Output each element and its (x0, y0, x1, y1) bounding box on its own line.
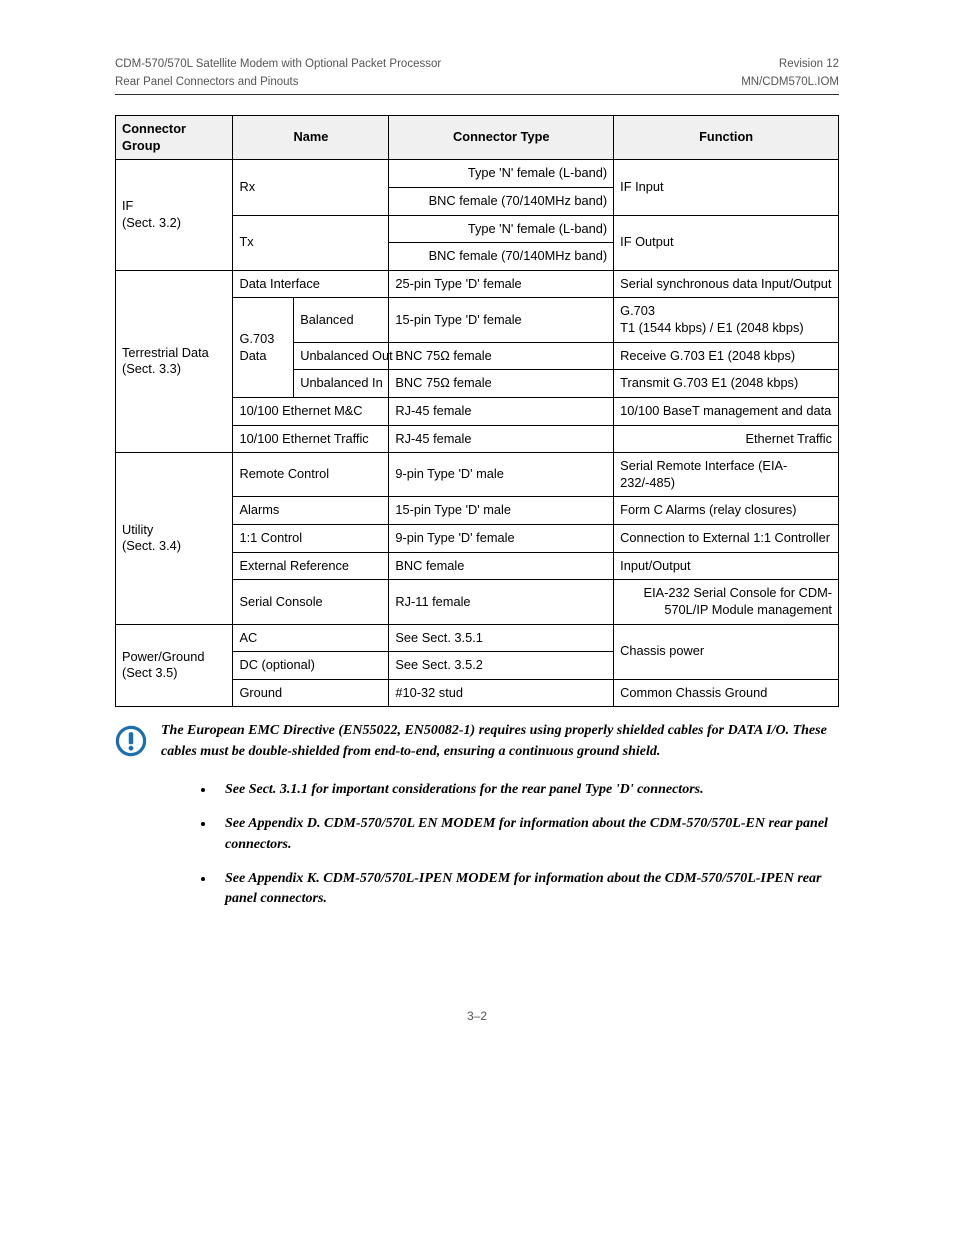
cell-rx: Rx (233, 160, 389, 215)
header-right-2: MN/CDM570L.IOM (741, 76, 839, 88)
cell-rx-type-n: Type 'N' female (L-band) (389, 160, 614, 188)
cell-tx-type-bnc: BNC female (70/140MHz band) (389, 243, 614, 271)
cell-group-if: IF (Sect. 3.2) (116, 160, 233, 271)
cell-group-pwr: Power/Ground (Sect 3.5) (116, 624, 233, 707)
cell-group-terr: Terrestrial Data (Sect. 3.3) (116, 270, 233, 452)
header-rule (115, 94, 839, 95)
cell-alarms: Alarms (233, 497, 389, 525)
cell-g703: G.703 Data (233, 298, 294, 398)
cell-1-1: 1:1 Control (233, 525, 389, 553)
table-row: Power/Ground (Sect 3.5) AC See Sect. 3.5… (116, 624, 839, 652)
cell-group-util: Utility (Sect. 3.4) (116, 453, 233, 624)
cell-eth-tr: 10/100 Ethernet Traffic (233, 425, 389, 453)
header-line-2: Rear Panel Connectors and Pinouts MN/CDM… (115, 76, 839, 88)
cell-console-func: EIA-232 Serial Console for CDM-570L/IP M… (614, 580, 839, 624)
cell-dc-type: See Sect. 3.5.2 (389, 652, 614, 680)
cell-dc: DC (optional) (233, 652, 389, 680)
table-row: Terrestrial Data (Sect. 3.3) Data Interf… (116, 270, 839, 298)
th-type: Connector Type (389, 116, 614, 160)
header-left-2: Rear Panel Connectors and Pinouts (115, 76, 298, 88)
cell-g703-uo-func: Receive G.703 E1 (2048 kbps) (614, 342, 839, 370)
header-right-1: Revision 12 (779, 58, 839, 70)
cell-1-1-type: 9-pin Type 'D' female (389, 525, 614, 553)
cell-alarms-type: 15-pin Type 'D' male (389, 497, 614, 525)
cell-rx-func: IF Input (614, 160, 839, 215)
cell-tx-func: IF Output (614, 215, 839, 270)
cell-ac: AC (233, 624, 389, 652)
table-header-row: Connector Group Name Connector Type Func… (116, 116, 839, 160)
warning-icon (115, 725, 147, 757)
cell-extref-type: BNC female (389, 552, 614, 580)
cell-gnd-func: Common Chassis Ground (614, 679, 839, 707)
th-func: Function (614, 116, 839, 160)
cell-console: Serial Console (233, 580, 389, 624)
cell-data-if-func: Serial synchronous data Input/Output (614, 270, 839, 298)
connectors-table: Connector Group Name Connector Type Func… (115, 115, 839, 707)
th-name: Name (233, 116, 389, 160)
cell-g703-ui-func: Transmit G.703 E1 (2048 kbps) (614, 370, 839, 398)
cell-g703-uo: Unbalanced Out (294, 342, 389, 370)
cell-chassis-func: Chassis power (614, 624, 839, 679)
cell-g703-ui-type: BNC 75Ω female (389, 370, 614, 398)
cell-tx-type-n: Type 'N' female (L-band) (389, 215, 614, 243)
emc-note: The European EMC Directive (EN55022, EN5… (115, 721, 839, 762)
table-row: Utility (Sect. 3.4) Remote Control 9-pin… (116, 453, 839, 497)
cell-eth-mc-type: RJ-45 female (389, 397, 614, 425)
cell-data-if-type: 25-pin Type 'D' female (389, 270, 614, 298)
cell-eth-mc: 10/100 Ethernet M&C (233, 397, 389, 425)
cell-tx: Tx (233, 215, 389, 270)
table-row: IF (Sect. 3.2) Rx Type 'N' female (L-ban… (116, 160, 839, 188)
page-number: 3–2 (115, 1009, 839, 1023)
cell-gnd-type: #10-32 stud (389, 679, 614, 707)
header-line-1: CDM-570/570L Satellite Modem with Option… (115, 58, 839, 70)
cell-eth-tr-type: RJ-45 female (389, 425, 614, 453)
cell-g703-uo-type: BNC 75Ω female (389, 342, 614, 370)
reference-list: See Sect. 3.1.1 for important considerat… (115, 780, 839, 909)
header-left-1: CDM-570/570L Satellite Modem with Option… (115, 58, 441, 70)
cell-rx-type-bnc: BNC female (70/140MHz band) (389, 187, 614, 215)
list-item: See Sect. 3.1.1 for important considerat… (215, 780, 839, 800)
cell-g703-bal: Balanced (294, 298, 389, 342)
cell-gnd: Ground (233, 679, 389, 707)
cell-remote: Remote Control (233, 453, 389, 497)
cell-remote-func: Serial Remote Interface (EIA-232/-485) (614, 453, 839, 497)
th-group: Connector Group (116, 116, 233, 160)
cell-g703-bal-type: 15-pin Type 'D' female (389, 298, 614, 342)
cell-console-type: RJ-11 female (389, 580, 614, 624)
cell-eth-mc-func: 10/100 BaseT management and data (614, 397, 839, 425)
cell-remote-type: 9-pin Type 'D' male (389, 453, 614, 497)
cell-data-if: Data Interface (233, 270, 389, 298)
cell-eth-tr-func: Ethernet Traffic (614, 425, 839, 453)
cell-g703-bal-func: G.703 T1 (1544 kbps) / E1 (2048 kbps) (614, 298, 839, 342)
cell-extref: External Reference (233, 552, 389, 580)
cell-g703-ui: Unbalanced In (294, 370, 389, 398)
cell-extref-func: Input/Output (614, 552, 839, 580)
cell-ac-type: See Sect. 3.5.1 (389, 624, 614, 652)
cell-1-1-func: Connection to External 1:1 Controller (614, 525, 839, 553)
cell-alarms-func: Form C Alarms (relay closures) (614, 497, 839, 525)
list-item: See Appendix D. CDM-570/570L EN MODEM fo… (215, 814, 839, 855)
emc-note-text: The European EMC Directive (EN55022, EN5… (161, 721, 839, 762)
list-item: See Appendix K. CDM-570/570L-IPEN MODEM … (215, 869, 839, 910)
